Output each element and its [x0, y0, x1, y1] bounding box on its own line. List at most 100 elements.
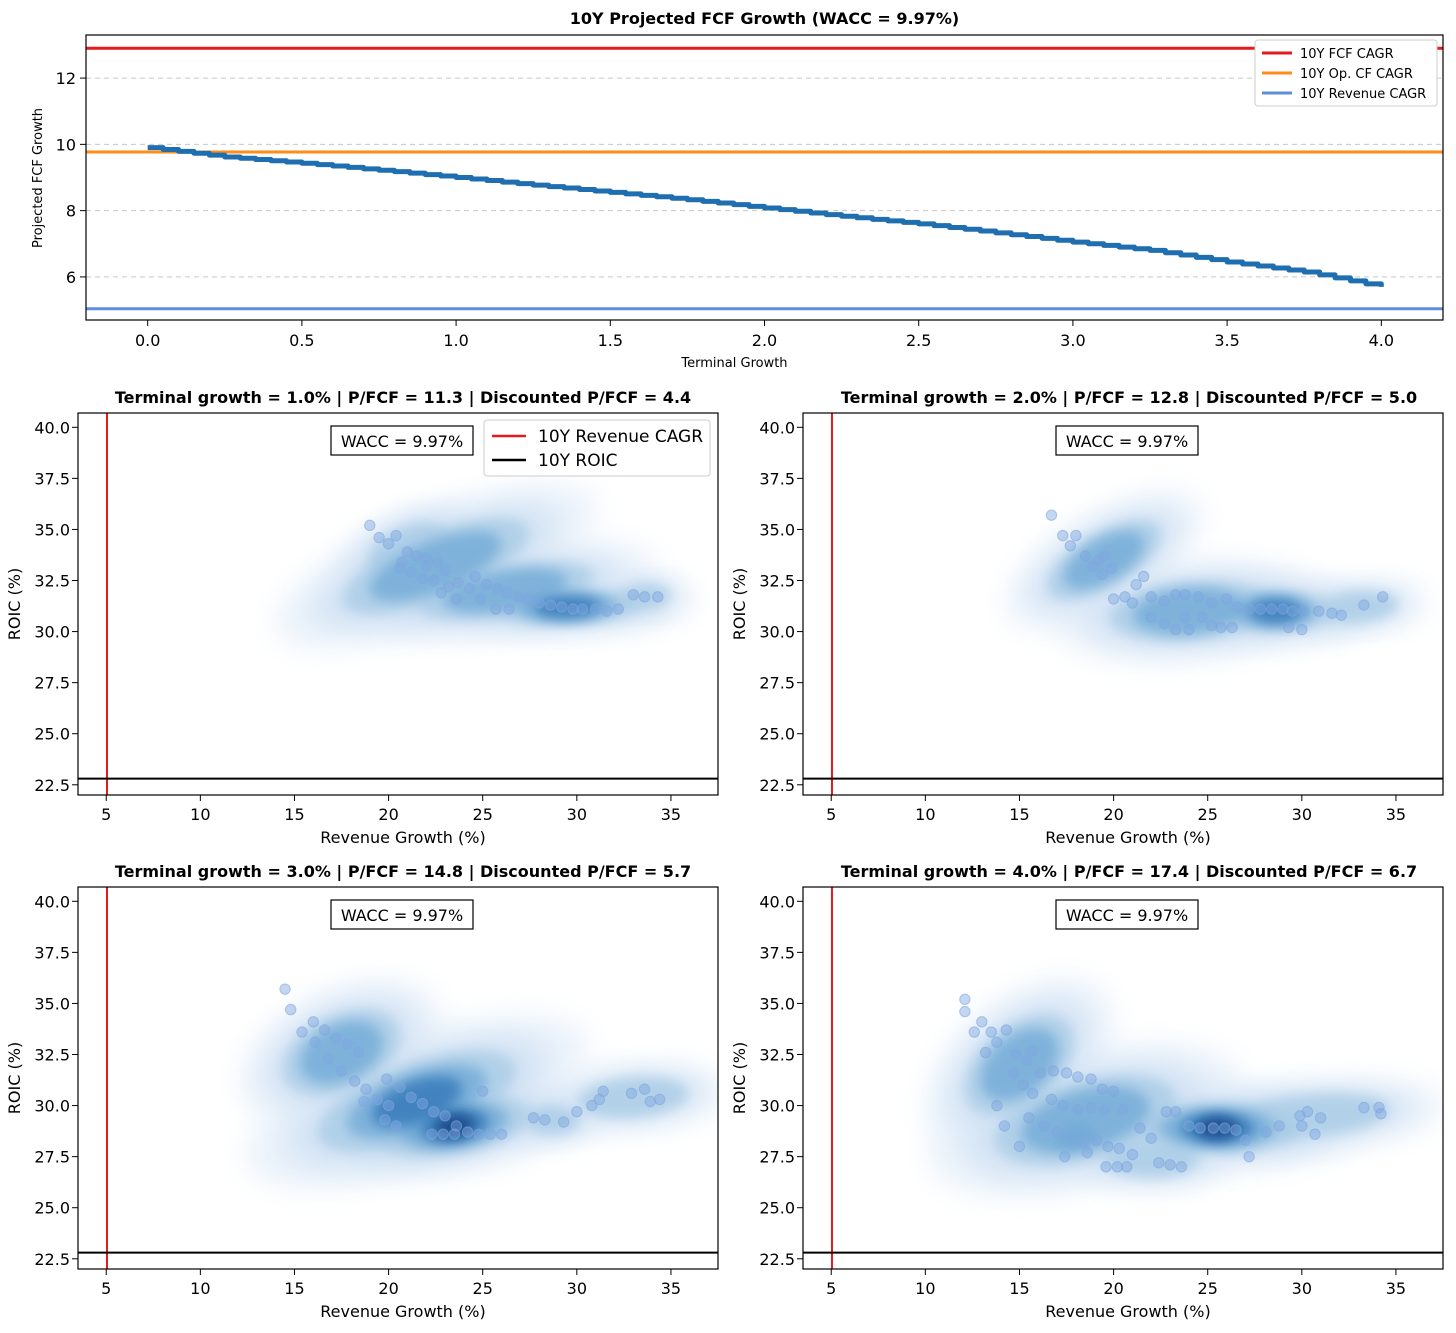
- panel-title: Terminal growth = 4.0% | P/FCF = 17.4 | …: [841, 862, 1417, 882]
- scatter-point: [512, 591, 525, 603]
- scatter-point: [382, 538, 395, 550]
- scatter-point: [556, 601, 568, 613]
- y-tick-label: 30.0: [34, 1097, 70, 1116]
- scatter-point: [1057, 529, 1069, 542]
- plot-area: [1006, 493, 1428, 660]
- scatter-point: [968, 1026, 980, 1038]
- scatter-point: [450, 593, 463, 605]
- density-contour: [435, 1114, 474, 1138]
- scatter-point: [382, 1099, 395, 1112]
- scatter-point: [503, 603, 515, 615]
- wacc-annotation-box: [1055, 425, 1199, 456]
- scatter-point: [1081, 1146, 1093, 1159]
- scatter-point: [522, 593, 534, 605]
- panel-title: Terminal growth = 1.0% | P/FCF = 11.3 | …: [115, 388, 691, 408]
- y-tick-label: 22.5: [34, 776, 70, 795]
- scatter-point: [358, 1095, 370, 1108]
- scatter-point: [1026, 1044, 1039, 1057]
- scatter-point: [285, 1003, 297, 1016]
- scatter-point: [998, 1120, 1011, 1132]
- scatter-point: [985, 1026, 997, 1038]
- scatter-point: [1358, 1101, 1370, 1114]
- scatter-point: [1119, 591, 1131, 603]
- scatter-point: [360, 1083, 372, 1095]
- scatter-point: [1070, 529, 1082, 542]
- x-tick-label: 25: [473, 805, 493, 824]
- scatter-point: [364, 519, 376, 532]
- scatter-point: [1100, 1161, 1112, 1173]
- scatter-point: [309, 1036, 321, 1048]
- scatter-point: [1277, 603, 1289, 615]
- scatter-point: [652, 591, 664, 603]
- y-tick-label: 40.0: [34, 418, 70, 437]
- scatter-point: [381, 1073, 393, 1085]
- y-tick-label: 32.5: [34, 1046, 70, 1065]
- y-tick-label: 35.0: [34, 520, 70, 539]
- scatter-point: [653, 1093, 666, 1106]
- y-tick-label: 35.0: [759, 520, 795, 539]
- wacc-annotation-box: [330, 425, 474, 456]
- scatter-point: [1239, 1134, 1252, 1147]
- scatter-point: [349, 1075, 361, 1087]
- scatter-point: [439, 1110, 451, 1122]
- x-tick-label: 0.5: [289, 331, 314, 350]
- x-tick-label: 10: [915, 1279, 935, 1298]
- scatter-point: [341, 1038, 353, 1050]
- wacc-annotation: WACC = 9.97%: [341, 432, 463, 451]
- x-tick-label: 5: [101, 1279, 111, 1298]
- scatter-point: [484, 1128, 496, 1140]
- scatter-point: [371, 1093, 383, 1106]
- y-tick-label: 27.5: [759, 1148, 795, 1167]
- x-tick-label: 5: [826, 1279, 836, 1298]
- scatter-point: [976, 1016, 988, 1028]
- scatter-point: [473, 1128, 485, 1140]
- scatter-point: [443, 580, 455, 593]
- scatter-point: [1298, 605, 1310, 617]
- scatter-point: [1060, 1067, 1073, 1079]
- y-tick-label: 30.0: [34, 623, 70, 642]
- scatter-point: [448, 1128, 461, 1140]
- scatter-point: [1017, 1079, 1029, 1091]
- y-tick-label: 12: [56, 69, 76, 88]
- x-tick-label: 20: [378, 805, 398, 824]
- panel-title: Terminal growth = 3.0% | P/FCF = 14.8 | …: [115, 862, 691, 882]
- scatter-point: [1045, 1093, 1058, 1106]
- y-tick-label: 37.5: [34, 943, 70, 962]
- x-tick-label: 30: [1292, 1279, 1312, 1298]
- scatter-point: [1158, 595, 1171, 607]
- scatter-point: [1205, 619, 1218, 632]
- scatter-point: [539, 1114, 551, 1126]
- scatter-point: [428, 1106, 440, 1118]
- scatter-point: [1183, 623, 1195, 636]
- scatter-point: [318, 1024, 331, 1036]
- scatter-point: [1273, 1120, 1285, 1132]
- density-contour: [371, 1076, 462, 1127]
- scatter-point: [1098, 550, 1110, 562]
- wacc-annotation-box: [330, 899, 474, 930]
- y-axis-label: ROIC (%): [5, 1042, 24, 1114]
- scatter-point: [593, 1093, 606, 1106]
- x-tick-label: 30: [567, 805, 587, 824]
- scatter-point: [1126, 1148, 1139, 1161]
- y-tick-label: 40.0: [759, 892, 795, 911]
- scatter-point: [501, 587, 513, 599]
- scatter-point: [1375, 1108, 1387, 1120]
- fcf-growth-chart: 10Y Projected FCF Growth (WACC = 9.97%) 6…: [31, 9, 1444, 371]
- density-contour: [299, 1020, 384, 1085]
- scatter-point: [1254, 603, 1267, 615]
- scatter-point: [307, 1016, 319, 1028]
- x-tick-label: 1.0: [443, 331, 468, 350]
- x-tick-label: 30: [567, 1279, 587, 1298]
- roic-vs-growth-panel-3: Terminal growth = 3.0% | P/FCF = 14.8 | …: [5, 862, 719, 1321]
- scatter-point: [1010, 1048, 1022, 1061]
- scatter-point: [420, 560, 432, 572]
- plot-frame: [802, 412, 1444, 796]
- x-tick-label: 30: [1292, 805, 1312, 824]
- scatter-point: [405, 1091, 417, 1104]
- scatter-point: [1296, 1120, 1308, 1132]
- wacc-annotation: WACC = 9.97%: [1066, 432, 1188, 451]
- scatter-point: [991, 1099, 1003, 1112]
- scatter-point: [390, 1120, 402, 1132]
- density-contour: [1249, 598, 1302, 624]
- x-tick-label: 2.5: [906, 331, 931, 350]
